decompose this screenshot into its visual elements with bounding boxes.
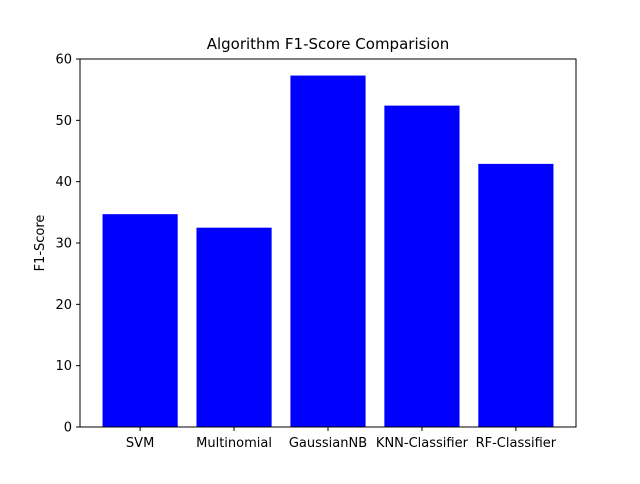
bar-knn-classifier bbox=[384, 105, 460, 427]
bars-group bbox=[102, 75, 554, 427]
x-tick-label: KNN-Classifier bbox=[376, 436, 469, 451]
y-tick-label: 30 bbox=[55, 237, 72, 252]
x-tick-label: RF-Classifier bbox=[476, 436, 557, 451]
y-tick-label: 60 bbox=[55, 53, 72, 68]
bar-rf-classifier bbox=[478, 163, 554, 427]
x-tick-label: SVM bbox=[126, 436, 154, 451]
y-tick-label: 10 bbox=[55, 359, 72, 374]
x-axis-ticks: SVM Multinomial GaussianNB KNN-Classifier RF… bbox=[126, 427, 557, 451]
x-tick-label: GaussianNB bbox=[289, 436, 367, 451]
bar-multinomial bbox=[196, 227, 272, 427]
y-axis-ticks: 0 10 20 30 40 50 60 bbox=[55, 53, 80, 436]
chart-title: Algorithm F1-Score Comparision bbox=[207, 35, 450, 53]
plot-area-frame bbox=[79, 58, 577, 428]
y-axis-label: F1-Score bbox=[33, 215, 48, 272]
bar-svm bbox=[102, 214, 178, 427]
y-tick-label: 40 bbox=[55, 175, 72, 190]
bar-gaussiannb bbox=[290, 75, 366, 427]
x-tick-label: Multinomial bbox=[196, 436, 272, 451]
y-tick-label: 20 bbox=[55, 298, 72, 313]
y-tick-label: 50 bbox=[55, 114, 72, 129]
y-tick-label: 0 bbox=[64, 421, 72, 436]
